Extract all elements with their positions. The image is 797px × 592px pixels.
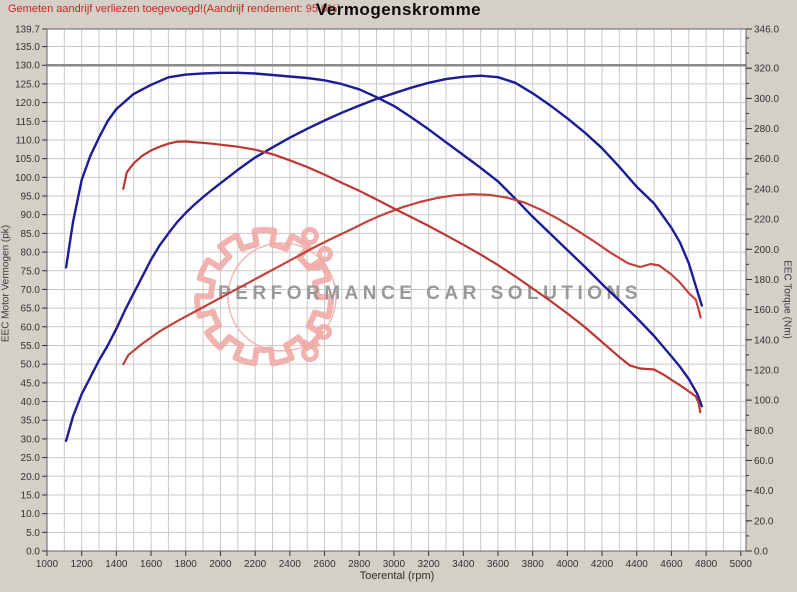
drivetrain-loss-note: Gemeten aandrijf verliezen toegevoegd!(A… [8, 3, 341, 15]
right-tick-label: 40.0 [754, 486, 774, 497]
right-tick-label: 20.0 [754, 516, 774, 527]
watermark-circuit-link [301, 338, 321, 348]
watermark-circuit-dot [301, 227, 319, 245]
left-tick-label: 70.0 [21, 285, 41, 296]
right-tick-label: 200.0 [754, 245, 779, 256]
x-tick-label: 2200 [244, 559, 267, 570]
curve-torque-red [122, 140, 702, 414]
right-tick-label: 240.0 [754, 184, 779, 195]
watermark-circuit-link [303, 260, 324, 271]
left-tick-label: 80.0 [21, 248, 41, 259]
x-tick-label: 4000 [556, 559, 579, 570]
left-tick-label: 50.0 [21, 360, 41, 371]
left-tick-label: 20.0 [21, 472, 41, 483]
x-tick-label: 4600 [660, 559, 683, 570]
x-tick-label: 4800 [695, 559, 718, 570]
right-tick-label: 160.0 [754, 305, 779, 316]
left-tick-label: 139.7 [15, 25, 40, 36]
x-tick-label: 3800 [522, 559, 545, 570]
x-tick-label: 3000 [383, 559, 406, 570]
right-tick-label: 280.0 [754, 124, 779, 135]
curve-torque-blue [64, 71, 703, 408]
left-tick-label: 85.0 [21, 229, 41, 240]
x-tick-label: 4200 [591, 559, 614, 570]
x-tick-label: 1000 [36, 559, 59, 570]
x-tick-label: 1600 [140, 559, 163, 570]
left-axis-title: EEC Motor Vermogen (pk) [0, 224, 12, 343]
x-tick-label: 1200 [71, 559, 94, 570]
curve-power-red [122, 193, 702, 366]
left-tick-label: 135.0 [15, 42, 40, 53]
left-tick-label: 115.0 [16, 117, 41, 128]
x-axis-title: Toerental (rpm) [359, 570, 435, 582]
x-tick-label: 3400 [452, 559, 475, 570]
left-tick-label: 25.0 [21, 453, 41, 464]
x-tick-label: 2600 [313, 559, 336, 570]
left-tick-label: 40.0 [21, 397, 41, 408]
right-tick-label: 120.0 [754, 365, 779, 376]
left-tick-label: 60.0 [21, 322, 41, 333]
left-tick-label: 100.0 [15, 173, 40, 184]
x-tick-label: 5000 [730, 559, 753, 570]
right-tick-label: 180.0 [754, 275, 779, 286]
left-tick-label: 130.0 [15, 61, 40, 72]
left-tick-label: 90.0 [21, 210, 41, 221]
left-tick-label: 15.0 [21, 490, 41, 501]
watermark-circuit-dot [317, 246, 333, 262]
left-tick-label: 75.0 [21, 266, 41, 277]
curve-power-blue [64, 74, 703, 442]
left-tick-label: 55.0 [21, 341, 41, 352]
left-tick-label: 65.0 [21, 304, 41, 315]
left-tick-label: 125.0 [15, 79, 40, 90]
chart-title: Vermogenskromme [315, 0, 482, 19]
watermark-gear-ring [227, 242, 337, 352]
right-axis-title: EEC Torque (Nm) [781, 260, 793, 339]
x-tick-label: 2400 [279, 559, 302, 570]
watermark-text: PERFORMANCE CAR SOLUTIONS [218, 283, 642, 304]
left-tick-label: 0.0 [26, 547, 40, 558]
left-tick-label: 5.0 [26, 528, 40, 539]
watermark-circuit-dot [316, 324, 332, 340]
left-tick-label: 110.0 [16, 135, 41, 146]
right-tick-label: 260.0 [754, 154, 779, 165]
left-tick-label: 120.0 [15, 98, 40, 109]
plot-frame [46, 28, 747, 552]
x-tick-label: 4400 [626, 559, 649, 570]
watermark-gear-icon [193, 227, 335, 367]
left-tick-label: 95.0 [21, 192, 41, 203]
right-tick-label: 140.0 [754, 335, 779, 346]
x-tick-label: 3200 [417, 559, 440, 570]
x-tick-label: 1400 [105, 559, 128, 570]
left-tick-label: 35.0 [21, 416, 41, 427]
x-tick-label: 1800 [175, 559, 198, 570]
left-tick-label: 105.0 [15, 154, 40, 165]
right-tick-label: 80.0 [754, 426, 774, 437]
x-tick-label: 3600 [487, 559, 510, 570]
x-tick-label: 2800 [348, 559, 371, 570]
left-tick-label: 45.0 [21, 378, 41, 389]
x-tick-label: 2000 [209, 559, 232, 570]
right-tick-label: 346.0 [754, 25, 779, 36]
left-tick-label: 30.0 [21, 434, 41, 445]
left-tick-label: 10.0 [21, 509, 41, 520]
plot-area [47, 29, 746, 551]
right-tick-label: 60.0 [754, 456, 774, 467]
right-tick-label: 100.0 [754, 396, 779, 407]
right-tick-label: 220.0 [754, 215, 779, 226]
right-tick-label: 300.0 [754, 94, 779, 105]
right-tick-label: 0.0 [754, 547, 768, 558]
right-tick-label: 320.0 [754, 64, 779, 75]
